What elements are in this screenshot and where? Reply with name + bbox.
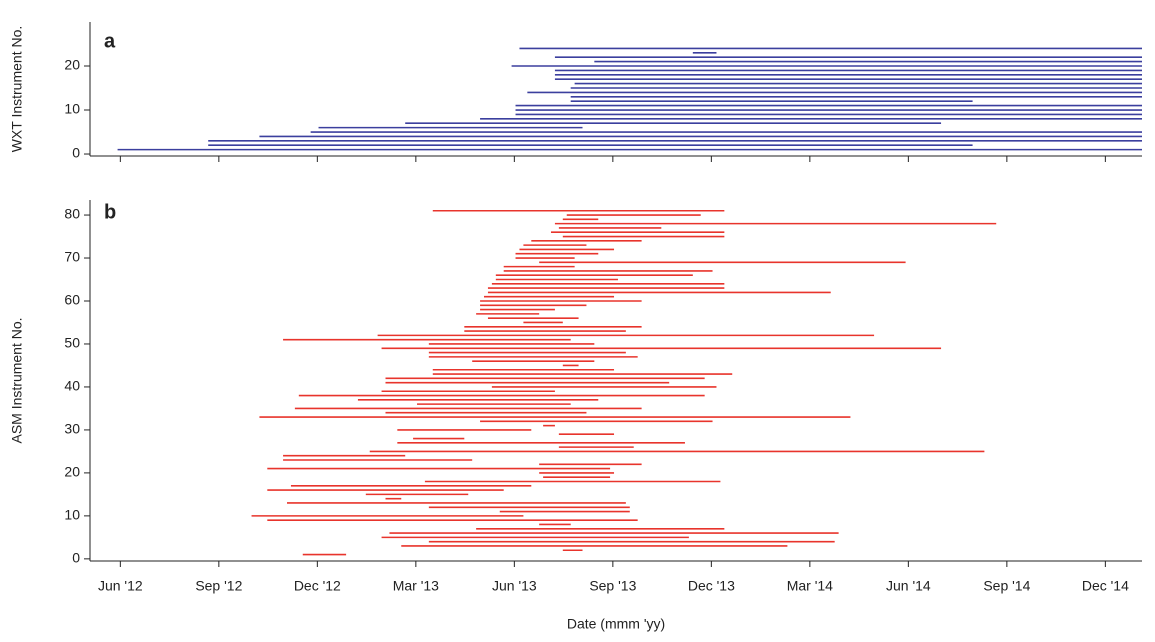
- y-tick-label: 30: [64, 421, 80, 437]
- y-tick-label: 50: [64, 335, 80, 351]
- y-axis-title: WXT Instrument No.: [9, 26, 25, 153]
- x-tick-label: Dec '12: [294, 578, 341, 594]
- x-tick-label: Jun '13: [492, 578, 537, 594]
- panel-label: a: [104, 30, 116, 52]
- x-tick-label: Mar '13: [393, 578, 439, 594]
- panel-label: b: [104, 201, 116, 223]
- y-tick-label: 80: [64, 206, 80, 222]
- y-tick-label: 20: [64, 57, 80, 73]
- y-tick-label: 0: [72, 145, 80, 161]
- y-tick-label: 10: [64, 507, 80, 523]
- y-tick-label: 40: [64, 378, 80, 394]
- x-axis-title: Date (mmm 'yy): [567, 616, 665, 632]
- x-tick-label: Mar '14: [787, 578, 833, 594]
- x-tick-label: Dec '14: [1082, 578, 1129, 594]
- y-tick-label: 70: [64, 249, 80, 265]
- y-axis-title: ASM Instrument No.: [9, 317, 25, 443]
- x-tick-label: Sep '13: [589, 578, 636, 594]
- x-tick-label: Jun '14: [886, 578, 931, 594]
- y-tick-label: 0: [72, 550, 80, 566]
- x-tick-label: Jun '12: [98, 578, 143, 594]
- x-tick-label: Dec '13: [688, 578, 735, 594]
- y-tick-label: 60: [64, 292, 80, 308]
- x-tick-label: Sep '14: [983, 578, 1030, 594]
- x-tick-label: Sep '12: [195, 578, 242, 594]
- y-tick-label: 10: [64, 101, 80, 117]
- y-tick-label: 20: [64, 464, 80, 480]
